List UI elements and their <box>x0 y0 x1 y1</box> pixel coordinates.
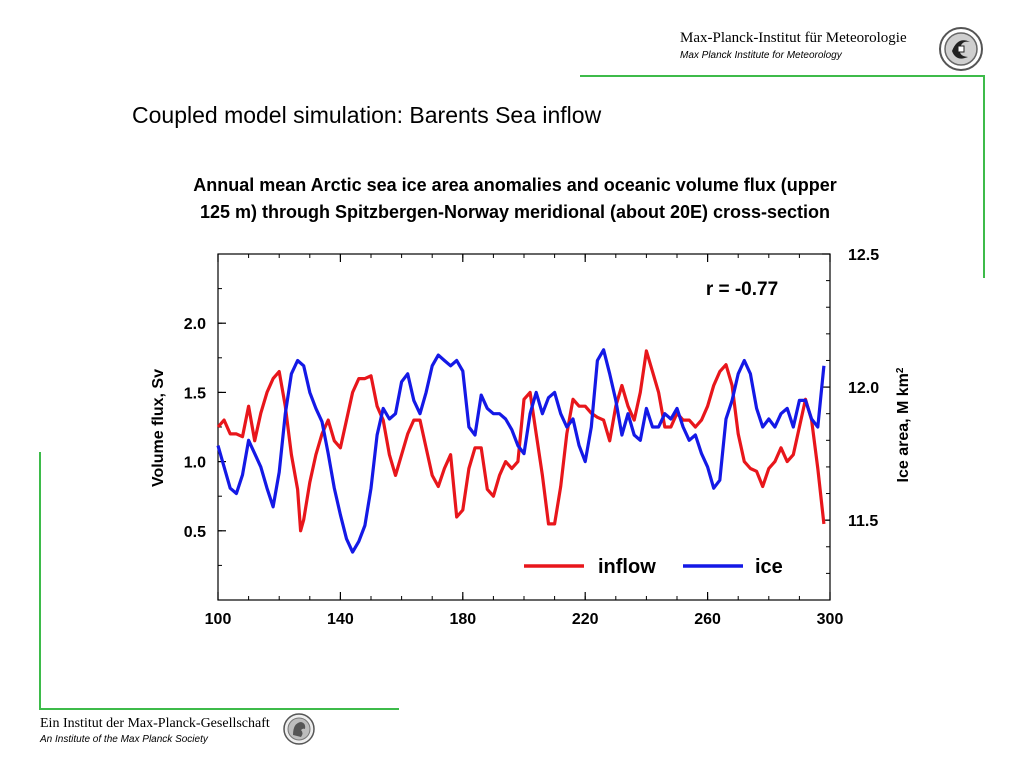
minerva-emblem-icon <box>283 713 315 745</box>
series-line-ice <box>216 348 826 554</box>
y-tick-label: 2.0 <box>184 316 206 333</box>
institute-name-de: Max-Planck-Institut für Meteorologie <box>680 30 907 46</box>
x-tick-label: 180 <box>449 611 476 628</box>
slide-title: Coupled model simulation: Barents Sea in… <box>132 102 602 128</box>
legend-label-inflow: inflow <box>598 556 656 578</box>
y-axis-label: Volume flux, Sv <box>150 369 167 487</box>
x-tick-label: 300 <box>817 611 844 628</box>
x-tick-label: 140 <box>327 611 354 628</box>
x-tick-label: 220 <box>572 611 599 628</box>
y2-tick-label: 11.5 <box>848 513 878 530</box>
series-line-inflow <box>216 349 826 533</box>
y2-tick-label: 12.0 <box>848 380 879 397</box>
society-name-en: An Institute of the Max Planck Society <box>40 734 208 745</box>
max-planck-meteorology-logo-icon <box>939 27 983 71</box>
y2-tick-label: 12.5 <box>848 247 879 264</box>
y-tick-label: 1.5 <box>184 385 206 402</box>
header-rule <box>580 75 985 77</box>
y-tick-label: 1.0 <box>184 455 206 472</box>
right-rule <box>983 75 985 278</box>
chart-title: Annual mean Arctic sea ice area anomalie… <box>90 172 940 226</box>
correlation-annotation: r = -0.77 <box>706 279 778 300</box>
institute-name-en: Max Planck Institute for Meteorology <box>680 50 842 61</box>
footer-rule <box>39 708 399 710</box>
y-tick-label: 0.5 <box>184 524 206 541</box>
left-rule <box>39 452 41 710</box>
x-tick-label: 100 <box>205 611 232 628</box>
chart-title-line-2: 125 m) through Spitzbergen-Norway meridi… <box>199 202 831 222</box>
society-name-de: Ein Institut der Max-Planck-Gesellschaft <box>40 716 270 731</box>
x-tick-label: 260 <box>694 611 721 628</box>
y2-axis-label-superscript: 2 <box>895 367 906 373</box>
legend-label-ice: ice <box>755 556 783 578</box>
chart-title-line-1: Annual mean Arctic sea ice area anomalie… <box>193 175 837 195</box>
y2-axis-label: Ice area, M km2 <box>895 367 913 482</box>
